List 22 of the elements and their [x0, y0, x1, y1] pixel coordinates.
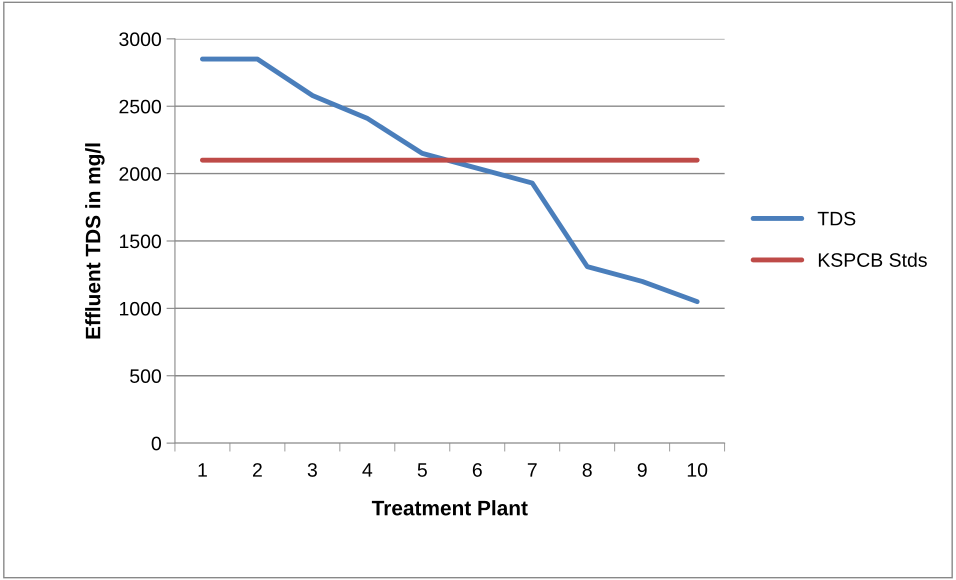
legend-label: TDS [818, 212, 856, 226]
x-tick-label: 6 [472, 463, 482, 477]
y-tick-label: 2000 [119, 167, 161, 181]
x-tick-label: 8 [582, 463, 592, 477]
y-tick-label: 1000 [120, 302, 161, 316]
y-tick-label: 500 [130, 369, 161, 383]
x-tick-label: 5 [418, 463, 427, 477]
legend-label: KSPCB Stds [818, 252, 927, 267]
x-axis-title: Treatment Plant [372, 500, 528, 516]
x-tick-label: 4 [362, 463, 372, 477]
x-tick-label: 7 [528, 463, 537, 477]
y-tick-label: 2500 [119, 100, 161, 114]
y-tick-label: 3000 [119, 32, 161, 46]
x-tick-label: 3 [308, 463, 317, 477]
x-tick-label: 9 [638, 463, 647, 477]
y-tick-label: 1500 [120, 234, 161, 248]
x-tick-label: 2 [252, 463, 262, 477]
y-axis-title: Effluent TDS in mg/l [85, 144, 105, 339]
y-tick-label: 0 [152, 436, 161, 450]
x-tick-label: 1 [198, 463, 207, 477]
x-tick-label: 10 [688, 463, 708, 477]
line-series [200, 56, 700, 304]
